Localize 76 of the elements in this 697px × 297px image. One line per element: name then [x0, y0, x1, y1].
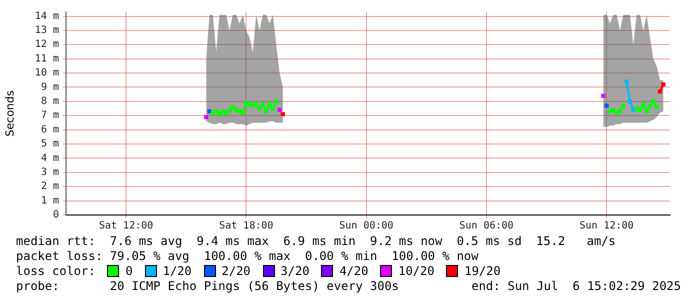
- point: [234, 108, 238, 112]
- text: probe: 20 ICMP Echo Pings (56 Bytes) every 300s: [16, 279, 399, 293]
- point: [220, 109, 225, 114]
- point: [237, 109, 242, 114]
- point: [274, 99, 278, 104]
- point: [247, 102, 252, 106]
- y-tick-label: 3 m: [40, 167, 59, 178]
- point: [240, 110, 245, 115]
- point: [651, 99, 656, 104]
- text: median rtt: 7.6 ms avg 9.4 ms max 6.9 ms min 9.2 ms now 0.5 ms sd 15.2 am/s: [16, 234, 616, 248]
- text: packet loss: 79.05 % avg 100.00 % max 0.00 % min 100.00 % now: [16, 249, 478, 263]
- y-tick-label: 7 m: [40, 110, 59, 122]
- legend-label: 3/20: [280, 264, 310, 278]
- y-tick-label: 1 m: [40, 195, 59, 206]
- point: [614, 110, 619, 115]
- y-tick-label: 10 m: [34, 68, 59, 79]
- point: [244, 100, 248, 105]
- legend-label: 4/20: [339, 264, 368, 278]
- legend-label: 19/20: [464, 264, 501, 278]
- point: [254, 102, 258, 106]
- point: [230, 105, 235, 110]
- point: [604, 104, 609, 108]
- x-tick-label: Sat 18:00: [219, 220, 274, 232]
- point: [661, 82, 666, 86]
- x-tick-label: Sat 12:00: [98, 220, 154, 232]
- point: [658, 89, 662, 94]
- point: [618, 109, 622, 114]
- y-axis-title: Seconds: [3, 90, 16, 137]
- text: end: Sun Jul 6 15:02:29 2025: [471, 279, 681, 293]
- legend-label: 0: [125, 264, 133, 278]
- point: [250, 104, 255, 108]
- point: [268, 102, 272, 106]
- legend-title: loss color:: [16, 264, 96, 278]
- point: [638, 108, 642, 112]
- y-tick-label: 0: [52, 210, 59, 221]
- point: [611, 108, 616, 112]
- point: [257, 106, 262, 111]
- y-tick-label: 9 m: [40, 82, 59, 93]
- y-tick-label: 4 m: [40, 152, 59, 164]
- point: [608, 109, 612, 114]
- point: [641, 102, 646, 106]
- y-tick-label: 5 m: [40, 138, 59, 150]
- point: [210, 110, 215, 115]
- point: [631, 108, 636, 112]
- point: [648, 104, 652, 108]
- legend-label: 1/20: [162, 264, 192, 278]
- y-tick-label: 8 m: [40, 96, 59, 108]
- point: [621, 104, 626, 108]
- point: [634, 106, 639, 111]
- y-tick-label: 12 m: [34, 39, 59, 50]
- legend-label: 10/20: [398, 264, 434, 278]
- y-tick-label: 6 m: [40, 124, 59, 136]
- point: [278, 108, 282, 112]
- point: [601, 94, 606, 98]
- point: [264, 109, 268, 114]
- point: [624, 80, 629, 84]
- point: [214, 109, 218, 114]
- x-tick-label: Sun 06:00: [459, 220, 514, 232]
- y-tick-label: 13 m: [34, 25, 59, 36]
- point: [227, 109, 232, 114]
- y-tick-label: 14 m: [34, 10, 59, 22]
- point: [654, 105, 659, 110]
- point: [628, 99, 632, 104]
- point: [280, 112, 285, 116]
- x-tick-label: Sun 12:00: [580, 220, 634, 232]
- point: [224, 110, 228, 115]
- legend-label: 2/20: [222, 264, 251, 278]
- point: [217, 112, 222, 116]
- y-tick-label: 11 m: [34, 53, 59, 64]
- point: [204, 114, 208, 120]
- point: [270, 106, 275, 111]
- point: [260, 102, 265, 106]
- x-tick-label: Sun 00:00: [339, 220, 394, 232]
- point: [207, 109, 212, 114]
- point: [644, 109, 649, 114]
- y-tick-label: 2 m: [40, 181, 59, 192]
